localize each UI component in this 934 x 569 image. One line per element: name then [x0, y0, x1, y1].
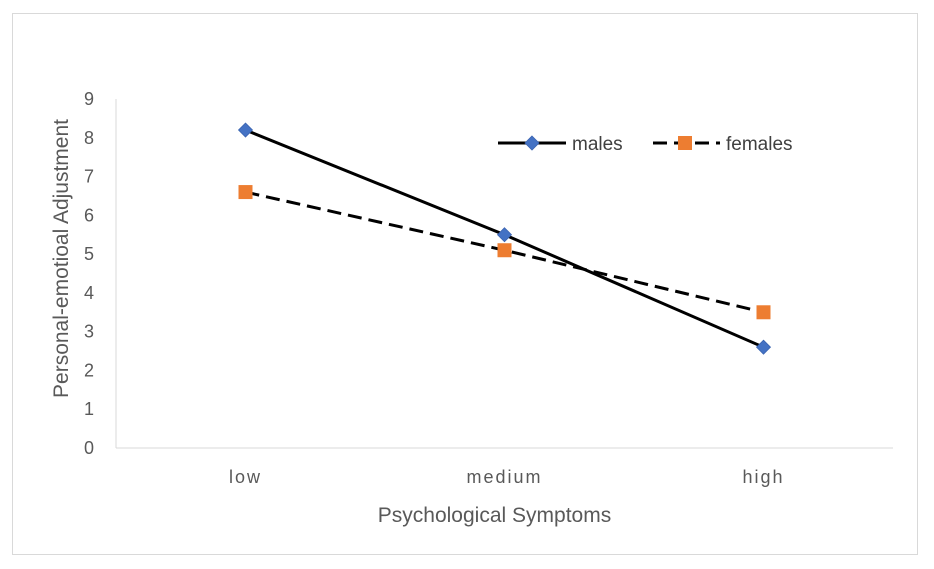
x-axis: low medium high: [116, 447, 893, 487]
y-tick-label: 3: [84, 322, 94, 342]
y-tick-label: 9: [84, 89, 94, 109]
males-marker: [237, 122, 254, 138]
legend-label-males: males: [572, 134, 623, 155]
x-tick-label: medium: [466, 467, 542, 487]
chart-area: [12, 13, 918, 555]
x-tick-label: low: [229, 467, 262, 487]
x-tick-label: high: [742, 467, 784, 487]
legend: males females: [498, 134, 793, 155]
y-axis: 0 1 2 3 4 5 6 7 8 9: [84, 89, 117, 458]
females-marker: [497, 243, 512, 258]
females-marker: [756, 305, 771, 320]
legend-label-females: females: [726, 134, 793, 155]
males-marker: [755, 339, 772, 355]
females-marker: [238, 185, 253, 200]
y-tick-label: 2: [84, 360, 94, 380]
y-tick-label: 8: [84, 128, 94, 148]
y-tick-label: 5: [84, 244, 94, 264]
series-markers: [237, 122, 772, 355]
legend-marker-males: [524, 135, 540, 151]
males-marker: [496, 227, 513, 243]
y-tick-label: 6: [84, 205, 94, 225]
x-tick-labels: low medium high: [229, 467, 784, 487]
y-tick-label: 7: [84, 167, 94, 187]
y-tick-label: 1: [84, 399, 94, 419]
x-axis-title: Psychological Symptoms: [378, 504, 611, 527]
legend-item-males: males: [498, 134, 623, 155]
y-tick-label: 4: [84, 283, 94, 303]
y-tick-labels: 0 1 2 3 4 5 6 7 8 9: [84, 89, 94, 458]
legend-marker-females: [678, 136, 692, 150]
legend-item-females: females: [653, 134, 793, 155]
y-tick-label: 0: [84, 438, 94, 458]
y-axis-title: Personal-emotioal Adjustment: [50, 119, 73, 398]
